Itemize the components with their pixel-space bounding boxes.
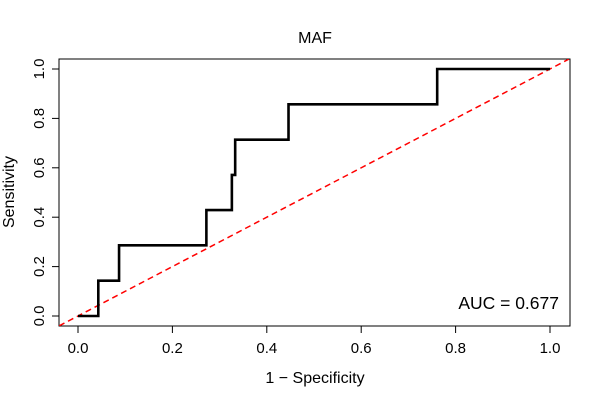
auc-annotation: AUC = 0.677: [458, 293, 559, 313]
x-tick-label: 1.0: [540, 340, 561, 357]
plot-frame: [58, 58, 571, 327]
y-tick-label: 1.0: [31, 59, 48, 80]
x-tick-label: 0.2: [162, 340, 183, 357]
x-tick-label: 0.4: [256, 340, 277, 357]
x-axis-label: 1 − Specificity: [265, 370, 364, 387]
y-tick-label: 0.8: [31, 108, 48, 129]
y-tick-label: 0.4: [31, 207, 48, 228]
reference-diagonal-line: [59, 59, 570, 326]
y-axis-label: Sensitivity: [1, 156, 18, 228]
y-tick-label: 0.0: [31, 306, 48, 327]
roc-curve-line: [78, 67, 550, 318]
chart-title: MAF: [298, 30, 332, 47]
x-tick-label: 0.8: [445, 340, 466, 357]
x-tick-label: 0.6: [351, 340, 372, 357]
y-tick-label: 0.6: [31, 157, 48, 178]
y-tick-label: 0.2: [31, 256, 48, 277]
x-tick-label: 0.0: [68, 340, 89, 357]
